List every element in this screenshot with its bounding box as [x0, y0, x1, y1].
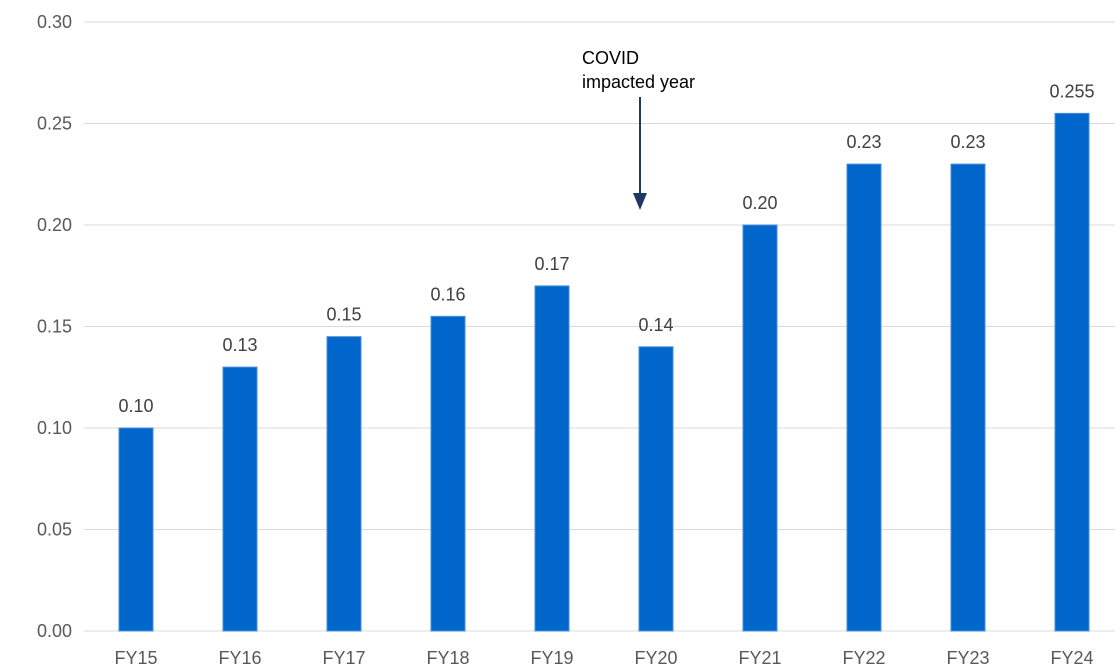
bar-fy15: [118, 427, 154, 632]
y-tick-label: 0.15: [37, 317, 72, 337]
x-tick-label-fy24: FY24: [1050, 648, 1093, 668]
y-tick-label: 0.05: [37, 520, 72, 540]
data-label-fy21: 0.20: [742, 193, 777, 213]
bar-fy22: [846, 163, 882, 632]
bar-fy23: [950, 163, 986, 632]
data-labels: 0.10 0.13 0.15 0.16 0.17 0.14 0.20 0.23 0.23 0.25…: [118, 81, 1094, 416]
x-axis-tick-labels: FY15 FY16 FY17 FY18 FY19 FY20 FY21 FY22 FY23 FY24: [114, 648, 1093, 668]
bar-fy19: [534, 285, 570, 632]
y-tick-label: 0.20: [37, 215, 72, 235]
annotation-line-2: impacted year: [582, 72, 695, 92]
x-tick-label-fy22: FY22: [842, 648, 885, 668]
y-tick-label: 0.00: [37, 621, 72, 641]
data-label-fy23: 0.23: [950, 132, 985, 152]
y-tick-label: 0.10: [37, 418, 72, 438]
x-tick-label-fy19: FY19: [530, 648, 573, 668]
y-axis-tick-labels: 0.00 0.05 0.10 0.15 0.20 0.25 0.30: [37, 12, 72, 641]
data-label-fy24: 0.255: [1049, 81, 1094, 101]
data-label-fy17: 0.15: [326, 305, 361, 325]
bar-fy24: [1054, 112, 1090, 632]
bar-fy18: [430, 315, 466, 632]
x-tick-label-fy16: FY16: [218, 648, 261, 668]
x-tick-label-fy15: FY15: [114, 648, 157, 668]
data-label-fy18: 0.16: [430, 284, 465, 304]
bar-fy20: [638, 346, 674, 632]
x-tick-label-fy20: FY20: [634, 648, 677, 668]
y-tick-label: 0.25: [37, 114, 72, 134]
data-label-fy22: 0.23: [846, 132, 881, 152]
x-tick-label-fy21: FY21: [738, 648, 781, 668]
data-label-fy16: 0.13: [222, 335, 257, 355]
x-tick-label-fy18: FY18: [426, 648, 469, 668]
data-label-fy19: 0.17: [534, 254, 569, 274]
bar-fy16: [222, 366, 258, 632]
covid-annotation: COVID impacted year: [582, 48, 695, 210]
data-label-fy15: 0.10: [118, 396, 153, 416]
x-tick-label-fy17: FY17: [322, 648, 365, 668]
bar-fy17: [326, 336, 362, 632]
data-label-fy20: 0.14: [638, 315, 673, 335]
bar-fy21: [742, 224, 778, 632]
annotation-line-1: COVID: [582, 48, 639, 68]
annotation-arrow-head: [633, 193, 647, 210]
y-tick-label: 0.30: [37, 12, 72, 32]
x-tick-label-fy23: FY23: [946, 648, 989, 668]
bars: [118, 112, 1090, 632]
